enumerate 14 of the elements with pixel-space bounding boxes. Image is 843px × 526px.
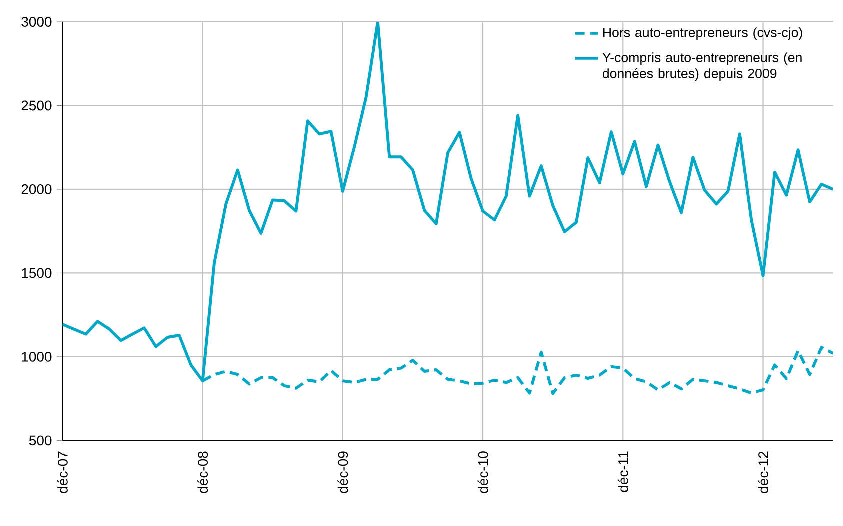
x-tick-label: déc-11 (618, 452, 628, 492)
legend-label: Y-compris auto-entrepreneurs (en données brutes) depuis 2009 (602, 52, 802, 82)
legend-label: Hors auto-entrepreneurs (cvs-cjo) (603, 28, 802, 40)
y-tick-label: 1000 (22, 352, 52, 362)
x-tick-label: déc-10 (478, 452, 488, 494)
y-tick-label: 3000 (22, 17, 52, 27)
x-tick-label: déc-12 (758, 452, 769, 494)
y-tick-label: 1500 (22, 268, 52, 278)
x-tick-label: déc-09 (338, 452, 348, 494)
y-tick-label: 2000 (22, 184, 52, 194)
y-tick-label: 2500 (22, 100, 52, 111)
x-tick-label: déc-08 (198, 452, 208, 494)
y-tick-label: 500 (29, 436, 52, 446)
x-tick-label: déc-07 (57, 452, 68, 494)
